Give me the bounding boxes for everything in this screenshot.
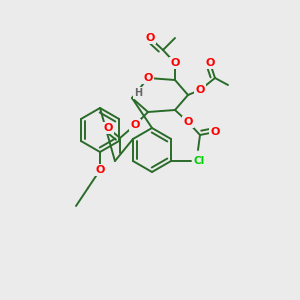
Text: O: O <box>130 120 140 130</box>
Text: O: O <box>183 117 193 127</box>
Text: O: O <box>195 85 205 95</box>
Text: O: O <box>205 58 215 68</box>
Text: O: O <box>145 33 155 43</box>
Text: H: H <box>134 88 142 98</box>
Text: O: O <box>143 73 153 83</box>
Text: O: O <box>103 123 113 133</box>
Text: Cl: Cl <box>194 156 205 166</box>
Text: O: O <box>210 127 220 137</box>
Text: O: O <box>95 165 105 175</box>
Text: O: O <box>170 58 180 68</box>
